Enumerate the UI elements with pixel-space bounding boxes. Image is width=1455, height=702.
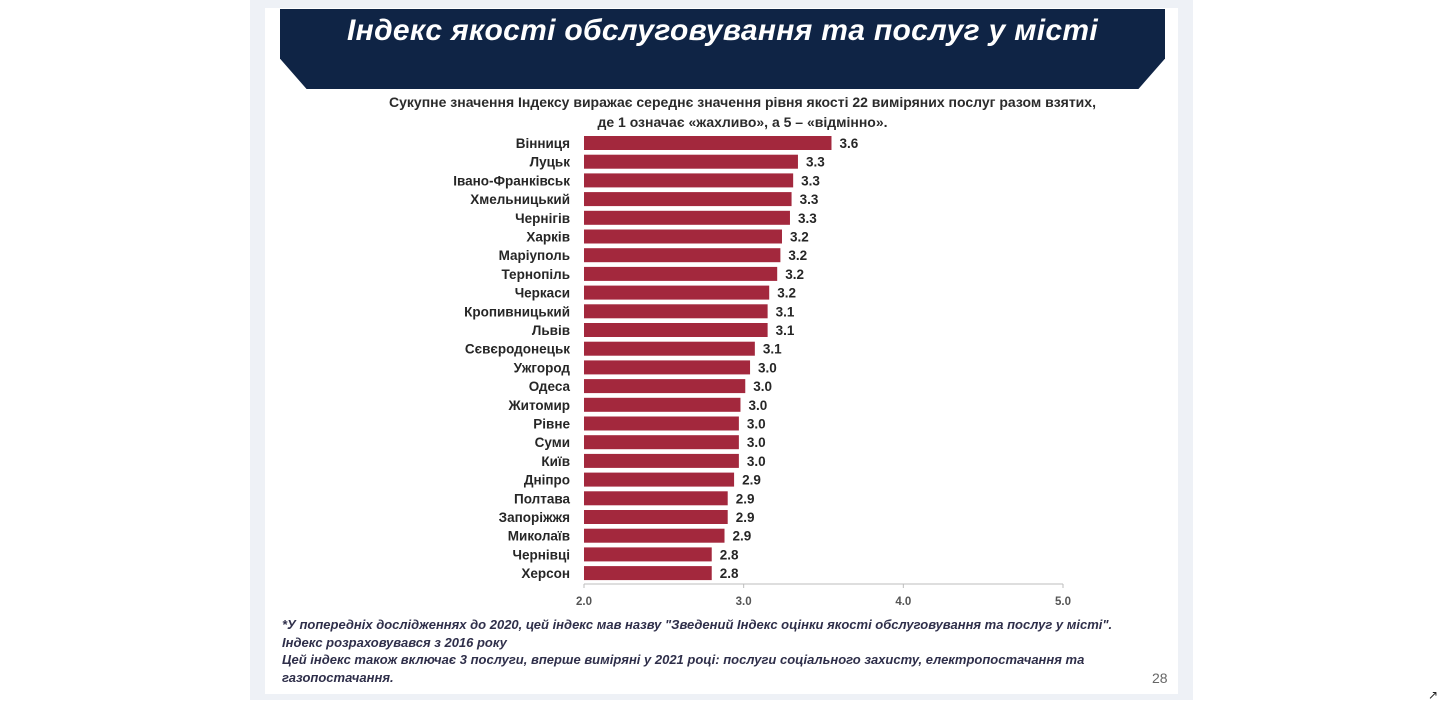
bar [584,285,770,300]
value-label: 2.9 [736,510,755,525]
category-label: Рівне [533,417,570,432]
value-label: 3.1 [763,342,782,357]
bar [584,210,790,225]
category-label: Черкаси [515,286,570,301]
category-label: Чернівці [513,547,571,562]
category-label: Сєвєродонецьк [465,342,570,357]
category-label: Суми [535,435,570,450]
bar [584,266,778,281]
footnote-line-4: газопостачання. [282,669,394,685]
value-label: 3.0 [748,398,767,413]
category-label: Ужгород [514,360,571,375]
x-tick-label: 2.0 [576,596,592,608]
subtitle-line-1: Сукупне значення Індексу виражає середнє… [389,94,1096,110]
category-label: Київ [541,454,570,469]
bar [584,154,798,169]
value-label: 3.0 [758,360,777,375]
category-label: Чернігів [515,211,570,226]
bar [584,173,794,188]
value-label: 3.3 [801,173,820,188]
bar [584,304,768,319]
bar [584,248,781,263]
bar [584,341,755,356]
category-label: Полтава [514,491,570,506]
x-tick-label: 4.0 [895,596,911,608]
footnotes: *У попередніх дослідженнях до 2020, цей … [282,616,1142,686]
category-label: Маріуполь [499,248,570,263]
slide-title: Індекс якості обслуговування та послуг у… [347,14,1098,47]
bar [584,360,751,375]
category-label: Тернопіль [501,267,570,282]
value-label: 3.3 [806,155,825,170]
category-label: Херсон [521,566,570,581]
bar [584,435,739,450]
value-label: 2.8 [720,566,739,581]
footnote-line-2: Індекс розраховувався з 2016 року [282,634,507,650]
category-label: Луцьк [530,155,571,170]
page-number: 28 [1152,670,1168,686]
bar [584,379,746,394]
value-label: 3.2 [788,248,807,263]
value-label: 2.9 [742,473,761,488]
category-label: Івано-Франківськ [453,173,570,188]
bar [584,566,712,581]
bar [584,453,739,468]
chart-subtitle: Сукупне значення Індексу виражає середнє… [330,92,1155,132]
bar [584,397,741,412]
value-label: 2.9 [736,491,755,506]
bar [584,229,782,244]
value-label: 3.1 [776,323,795,338]
bar [584,323,768,337]
bar [584,416,739,431]
category-label: Дніпро [524,473,570,488]
category-label: Запоріжжя [499,510,570,525]
bar [584,136,832,150]
category-label: Одеса [529,379,571,394]
footnote-line-1: *У попередніх дослідженнях до 2020, цей … [282,617,1113,632]
subtitle-line-2: де 1 означає «жахливо», а 5 – «відмінно»… [597,114,888,130]
expand-arrow-icon[interactable]: ↗ [1428,688,1439,702]
category-label: Вінниця [516,136,570,151]
value-label: 3.0 [747,454,766,469]
bar [584,192,792,207]
category-label: Хмельницький [470,192,570,207]
x-tick-label: 3.0 [736,596,752,608]
value-label: 3.3 [798,211,817,226]
value-label: 2.9 [733,529,752,544]
value-label: 3.1 [776,304,795,319]
category-label: Харків [526,230,570,245]
value-label: 3.2 [785,267,804,282]
value-label: 2.8 [720,547,739,562]
category-label: Львів [532,323,570,338]
value-label: 3.2 [777,286,796,301]
bar [584,491,728,506]
value-label: 3.0 [753,379,772,394]
category-label: Житомир [507,398,570,413]
x-tick-label: 5.0 [1055,596,1071,608]
bar [584,547,712,562]
bar [584,528,725,543]
bar [584,472,735,487]
category-label: Кропивницький [464,304,570,319]
value-label: 3.6 [839,136,858,151]
value-label: 3.2 [790,230,809,245]
value-label: 3.0 [747,417,766,432]
footnote-line-3: Цей індекс також включає 3 послуги, впер… [282,652,1085,667]
value-label: 3.3 [800,192,819,207]
title-banner [280,9,1165,89]
value-label: 3.0 [747,435,766,450]
category-label: Миколаїв [508,529,570,544]
bar [584,510,728,524]
